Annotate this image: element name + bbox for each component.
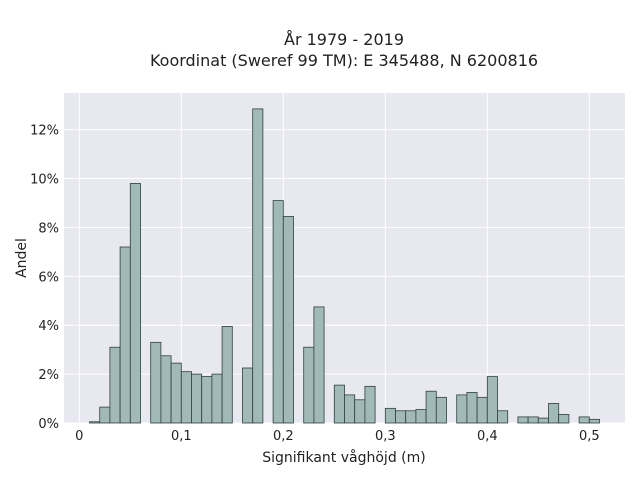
histogram-bar — [211, 373, 223, 424]
histogram-bar — [456, 394, 468, 424]
chart-subtitle: Koordinat (Sweref 99 TM): E 345488, N 62… — [150, 51, 538, 70]
histogram-bar — [303, 346, 315, 424]
histogram-bar — [160, 355, 172, 424]
y-tick-label: 10% — [30, 173, 59, 188]
histogram-bar — [109, 346, 121, 424]
histogram-bar — [384, 407, 396, 424]
y-tick-label: 8% — [38, 221, 59, 236]
histogram-bar — [517, 416, 529, 424]
histogram-bar — [242, 367, 254, 424]
histogram-bar — [476, 396, 488, 424]
histogram-bar — [313, 306, 325, 424]
histogram-bar — [466, 392, 478, 424]
histogram-bar — [395, 410, 407, 424]
histogram-bar — [537, 417, 549, 424]
histogram-bar — [89, 421, 101, 424]
histogram-bar — [191, 373, 203, 424]
histogram-bar — [497, 410, 509, 424]
histogram-bar — [415, 409, 427, 424]
x-tick-label: 0,4 — [477, 429, 498, 444]
histogram-bar — [272, 200, 284, 424]
chart-title: År 1979 - 2019 — [284, 30, 404, 49]
histogram-bar — [99, 406, 111, 424]
y-axis-ticks: 0% 2% 4% 6% 8% 10% 12% — [30, 124, 59, 432]
x-tick-label: 0,2 — [273, 429, 294, 444]
x-axis-label: Signifikant våghöjd (m) — [262, 449, 425, 466]
histogram-bar — [578, 416, 590, 424]
histogram-bar — [548, 403, 560, 424]
histogram-bar — [486, 376, 498, 424]
y-tick-label: 4% — [38, 319, 59, 334]
histogram-bar — [119, 246, 131, 424]
y-tick-label: 0% — [38, 417, 59, 432]
histogram-bar — [201, 376, 213, 424]
histogram-bar — [405, 410, 417, 424]
histogram-bar — [282, 216, 294, 424]
histogram-bar — [252, 108, 264, 424]
histogram-bar — [435, 396, 447, 424]
x-tick-label: 0 — [75, 429, 83, 444]
histogram-bar — [150, 341, 162, 424]
x-tick-label: 0,3 — [375, 429, 396, 444]
plot-area — [64, 93, 625, 423]
y-tick-label: 2% — [38, 368, 59, 383]
histogram-bar — [527, 416, 539, 424]
histogram-bar — [344, 394, 356, 424]
y-tick-label: 6% — [38, 270, 59, 285]
histogram-bars — [89, 108, 600, 424]
histogram-bar — [354, 399, 366, 424]
histogram-bar — [364, 385, 376, 424]
x-tick-label: 0,5 — [579, 429, 600, 444]
x-tick-label: 0,1 — [171, 429, 192, 444]
histogram-bar — [425, 390, 437, 424]
histogram-bar — [588, 418, 600, 424]
histogram-bar — [558, 414, 570, 424]
histogram-bar — [221, 326, 233, 424]
histogram-bar — [129, 183, 141, 424]
histogram-bar — [180, 371, 192, 424]
x-axis-ticks: 0 0,1 0,2 0,3 0,4 0,5 — [75, 429, 599, 444]
y-axis-label: Andel — [14, 238, 30, 278]
y-tick-label: 12% — [30, 124, 59, 139]
histogram-bar — [333, 384, 345, 424]
histogram-bar — [170, 362, 182, 424]
